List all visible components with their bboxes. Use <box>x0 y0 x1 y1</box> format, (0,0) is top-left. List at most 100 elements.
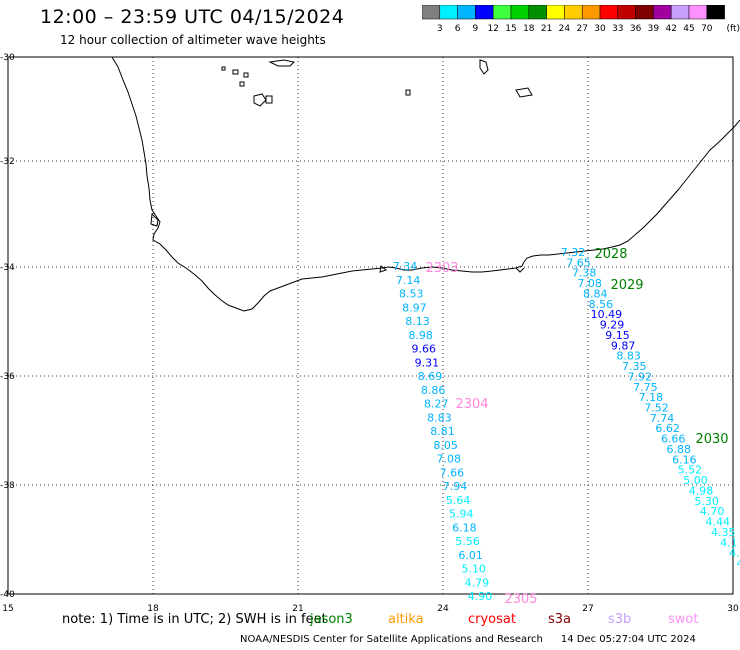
lat-tick-label: -40 <box>0 590 15 600</box>
pass-label: 2304 <box>455 397 488 412</box>
wave-height-value: 9.87 <box>611 339 636 352</box>
legend-swatch <box>706 5 725 20</box>
wave-height-value: 8.83 <box>427 411 452 424</box>
satellite-legend-altika: altika <box>388 612 424 627</box>
wave-height-value: 8.83 <box>616 350 641 363</box>
wave-height-value: 6.62 <box>655 422 680 435</box>
wave-height-value: 8.97 <box>402 301 427 314</box>
satellite-tracks: 7.347.148.538.978.138.989.669.318.698.86… <box>393 246 740 603</box>
note-line: note: 1) Time is in UTC; 2) SWH is in fe… <box>62 612 698 627</box>
lon-tick-label: 18 <box>147 604 159 614</box>
legend-label: 15 <box>505 24 516 34</box>
lon-tick-label: 27 <box>582 604 593 614</box>
island-10 <box>515 87 533 98</box>
wave-height-value: 7.35 <box>622 360 647 373</box>
legend-label: 12 <box>487 24 498 34</box>
wave-height-value: 4.98 <box>689 484 714 497</box>
map-title: 12:00 – 23:59 UTC 04/15/2024 <box>40 6 345 28</box>
satellite-legend-swot: swot <box>668 612 699 627</box>
lon-tick-label: 30 <box>727 604 739 614</box>
pass-label: 2028 <box>594 247 627 262</box>
wave-height-value: 6.01 <box>458 549 483 562</box>
wave-height-value: 5.64 <box>446 494 471 507</box>
footer: NOAA/NESDIS Center for Satellite Applica… <box>240 634 696 645</box>
lagoon-detail <box>150 212 159 227</box>
legend-label: 27 <box>576 24 587 34</box>
legend-label: 6 <box>455 24 461 34</box>
pass-label: 2030 <box>695 432 728 447</box>
pass-label: 2303 <box>425 261 458 276</box>
wave-height-value: 4.90 <box>468 590 493 603</box>
wave-height-value: 5.52 <box>678 464 703 477</box>
wave-height-value: 9.31 <box>415 356 440 369</box>
island-3 <box>243 72 249 78</box>
island-1 <box>221 66 226 71</box>
wave-height-value: 8.53 <box>399 288 424 301</box>
legend-label: 36 <box>630 24 642 34</box>
wave-height-value: 8.84 <box>583 287 608 300</box>
wave-height-value: 5.56 <box>455 535 480 548</box>
lat-tick-label: -38 <box>0 481 15 491</box>
wave-height-value: 7.32 <box>561 246 586 259</box>
wave-height-value: 5.10 <box>462 563 487 576</box>
wave-height-value: 5.94 <box>449 508 474 521</box>
map-frame <box>7 56 734 595</box>
wave-height-value: 8.13 <box>405 315 430 328</box>
island-5 <box>253 93 267 107</box>
wave-height-value: 7.38 <box>572 267 597 280</box>
wave-height-value: 6.66 <box>661 433 686 446</box>
legend-label: 45 <box>683 24 694 34</box>
wave-height-value: 7.18 <box>639 391 664 404</box>
lon-tick-label: 15 <box>2 604 13 614</box>
wave-height-value: 6.16 <box>672 453 697 466</box>
pass-label: 2305 <box>504 592 537 607</box>
satellite-legend-jason3: jason3 <box>310 612 353 627</box>
wave-height-value: 7.74 <box>650 412 675 425</box>
jason-track: 7.327.657.387.088.848.5610.499.299.159.8… <box>561 246 740 570</box>
wave-height-value: 4.70 <box>700 505 725 518</box>
legend-label: 39 <box>648 24 660 34</box>
island-8 <box>405 89 411 96</box>
satellite-legend-s3a: s3a <box>548 612 572 627</box>
coastline-west <box>111 56 740 312</box>
wave-height-value: 9.29 <box>600 319 625 332</box>
wave-height-value: 7.34 <box>393 260 418 273</box>
wave-height-value: 8.98 <box>408 329 433 342</box>
wave-height-value: 4.79 <box>465 576 490 589</box>
footer-timestamp: 14 Dec 05:27:04 UTC 2024 <box>560 634 696 645</box>
wave-height-value: 9.66 <box>412 343 437 356</box>
legend-unit: (ft) <box>726 24 740 34</box>
lon-tick-label: 24 <box>437 604 449 614</box>
lat-tick-label: -34 <box>0 263 15 273</box>
note-text: note: 1) Time is in UTC; 2) SWH is in fe… <box>62 612 327 627</box>
legend-label: 42 <box>665 24 676 34</box>
wave-height-value: 8.05 <box>433 439 458 452</box>
legend-label: 3 <box>437 24 443 34</box>
legend-label: 21 <box>541 24 552 34</box>
wave-height-value: 4.1 <box>720 536 738 549</box>
wave-height-value: 7.14 <box>396 274 421 287</box>
wave-height-value: 4.35 <box>711 526 736 539</box>
axis-labels: 15 18 21 24 27 30 -30 -32 -34 -36 -38 -40 <box>0 53 739 614</box>
wave-height-value: 4 <box>737 557 740 570</box>
wave-height-value: 7.75 <box>633 381 658 394</box>
legend-label: 18 <box>523 24 535 34</box>
island-7 <box>268 59 296 67</box>
wave-height-value: 8.86 <box>421 384 446 397</box>
legend-label: 24 <box>559 24 571 34</box>
wave-height-value: 7.92 <box>628 370 653 383</box>
wave-height-value: 7.08 <box>437 453 462 466</box>
wave-height-value: 5.00 <box>683 474 708 487</box>
wave-height-value: 7.08 <box>577 277 602 290</box>
lat-tick-label: -30 <box>0 53 15 63</box>
satellite-legend-s3b: s3b <box>608 612 632 627</box>
pass-label: 2029 <box>610 278 643 293</box>
wave-height-value: 7.65 <box>566 256 591 269</box>
wave-height-value: 8.56 <box>589 298 614 311</box>
wave-height-value: 8.69 <box>418 370 443 383</box>
coastline <box>111 56 740 312</box>
wave-height-value: 10.49 <box>591 308 623 321</box>
legend-label: 30 <box>594 24 606 34</box>
wave-height-legend: 3 6 9 12 15 18 21 24 27 30 33 36 39 42 45 70 (ft) <box>422 5 740 34</box>
